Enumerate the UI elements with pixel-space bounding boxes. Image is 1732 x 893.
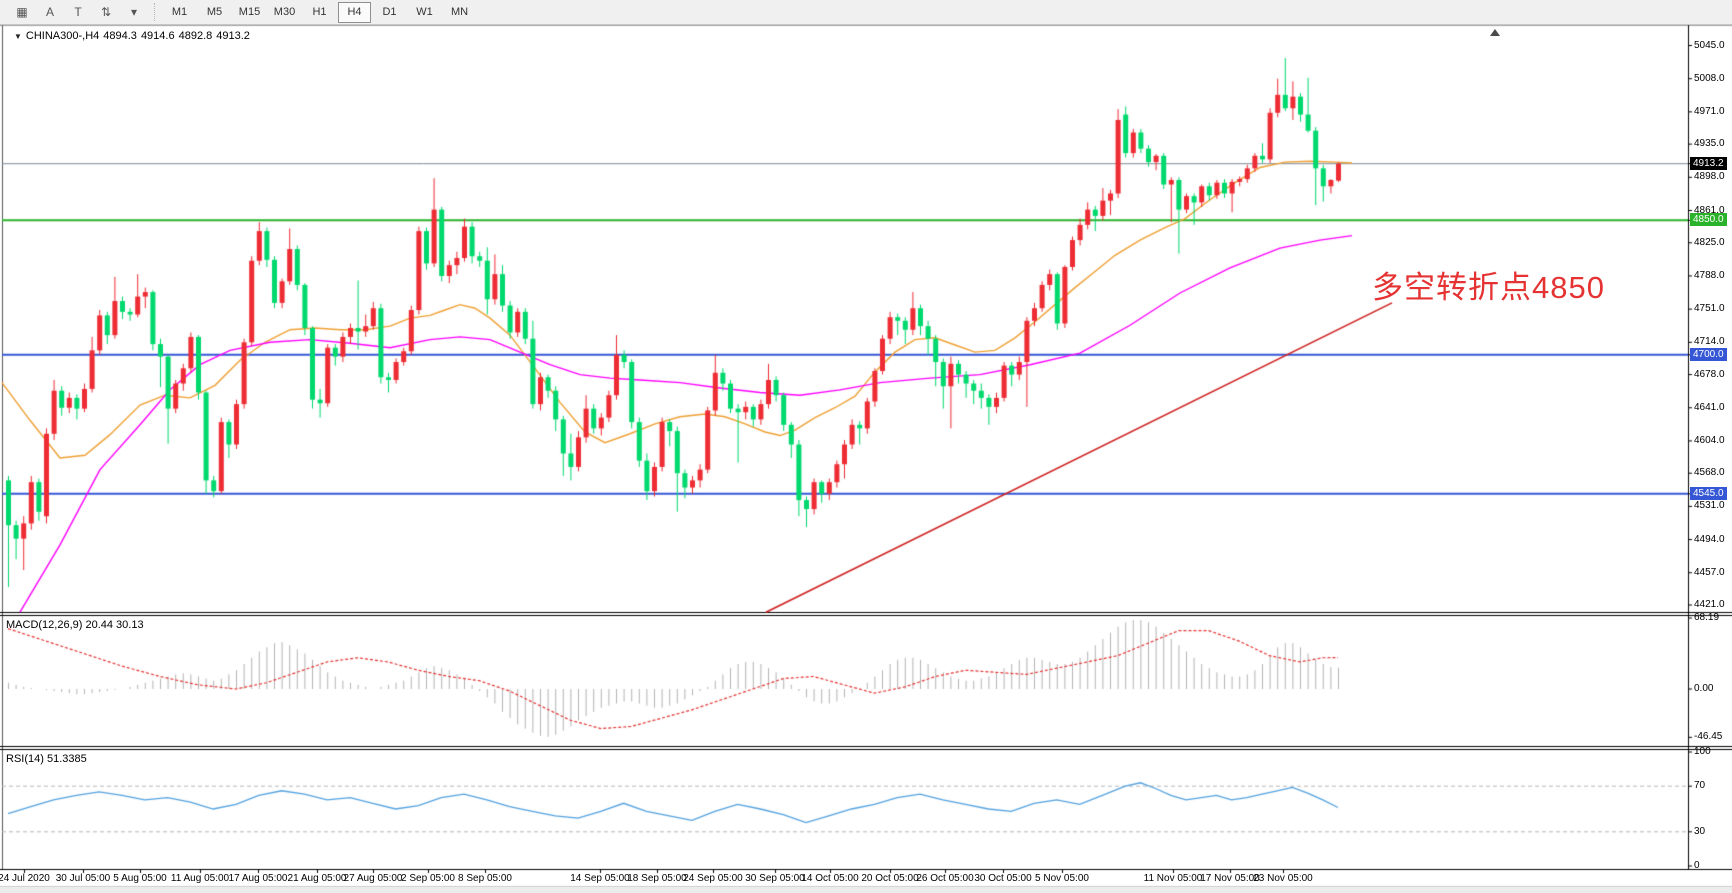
level-4545-box: 4545.0	[1690, 486, 1727, 500]
timeframe-button-m30[interactable]: M30	[273, 6, 296, 18]
date-axis-label: 11 Nov 05:00	[1143, 873, 1203, 884]
ohlc-high: 4914.6	[140, 30, 175, 42]
date-axis-label: 18 Sep 05:00	[627, 873, 687, 884]
dropdown-caret-icon[interactable]: ▾	[130, 5, 138, 19]
timeframe-button-h4[interactable]: H4	[338, 1, 371, 23]
date-axis-label: 23 Nov 05:00	[1253, 873, 1313, 884]
price-axis-tick: 4935.0	[1694, 138, 1725, 150]
chinese-annotation-text: 多空转折点4850	[1372, 270, 1605, 305]
date-axis-label: 30 Oct 05:00	[974, 873, 1032, 884]
price-axis-tick: 4641.0	[1694, 401, 1725, 413]
price-axis-tick: 4971.0	[1694, 105, 1725, 117]
date-axis-label: 14 Oct 05:00	[801, 873, 859, 884]
date-axis-label: 2 Sep 05:00	[401, 873, 455, 884]
ohlc-close: 4913.2	[216, 30, 250, 42]
toolbar-separator	[154, 3, 156, 21]
current-price-box: 4913.2	[1690, 156, 1727, 170]
price-axis-tick: 4568.0	[1694, 467, 1725, 479]
rsi-axis-tick: 30	[1694, 825, 1706, 837]
ohlc-low: 4892.8	[178, 30, 213, 42]
price-axis-tick: 4494.0	[1694, 533, 1725, 545]
text-box-t-icon[interactable]: T	[74, 5, 82, 19]
date-axis-label: 5 Nov 05:00	[1035, 873, 1089, 884]
price-axis-tick: 4678.0	[1694, 368, 1725, 380]
rsi-axis-tick: 70	[1694, 780, 1706, 792]
timeframe-button-d1[interactable]: D1	[382, 6, 397, 18]
price-axis-tick: 4604.0	[1694, 434, 1725, 446]
date-axis-label: 5 Aug 05:00	[113, 873, 167, 884]
timeframe-button-h1[interactable]: H1	[312, 6, 327, 18]
macd-indicator-label: MACD(12,26,9) 20.44 30.13	[6, 619, 144, 631]
chart-shift-grid-icon[interactable]: ▦	[16, 5, 28, 19]
level-4700-box: 4700.0	[1690, 347, 1727, 361]
bottom-strip	[0, 887, 1732, 893]
symbol-name: CHINA300-,H4	[25, 30, 100, 42]
price-axis-tick: 4751.0	[1694, 303, 1725, 315]
price-axis-tick: 4861.0	[1694, 204, 1725, 216]
ohlc-open: 4894.3	[103, 30, 137, 42]
level-4850-box: 4850.0	[1690, 213, 1727, 227]
chart-shift-marker-icon[interactable]	[1490, 29, 1500, 36]
timeframe-button-m15[interactable]: M15	[238, 6, 261, 18]
price-axis-tick: 4421.0	[1694, 599, 1725, 610]
rsi-axis-tick: 100	[1694, 746, 1711, 757]
symbol-ohlc-line: ▼ CHINA300-,H4 4894.3 4914.6 4892.8 4913.2	[14, 30, 254, 42]
date-axis-label: 26 Oct 05:00	[916, 873, 974, 884]
rsi-indicator-label: RSI(14) 51.3385	[6, 753, 87, 765]
timeframe-button-mn[interactable]: MN	[450, 6, 469, 18]
date-axis-label: 30 Sep 05:00	[745, 873, 805, 884]
rsi-axis-tick: 0	[1694, 860, 1700, 871]
date-axis-label: 17 Aug 05:00	[228, 873, 288, 884]
date-axis-label: 20 Oct 05:00	[861, 873, 919, 884]
date-axis-label: 27 Aug 05:00	[343, 873, 403, 884]
date-axis-label: 17 Nov 05:00	[1200, 873, 1260, 884]
date-axis-label: 11 Aug 05:00	[170, 873, 230, 884]
text-label-a-icon[interactable]: A	[45, 5, 54, 19]
timeframe-button-m5[interactable]: M5	[206, 6, 223, 18]
date-axis-label: 24 Jul 2020	[0, 873, 50, 884]
price-axis-tick: 4788.0	[1694, 269, 1725, 281]
macd-axis-tick: -46.45	[1694, 731, 1723, 743]
price-axis-tick: 4531.0	[1694, 500, 1725, 512]
macd-axis-tick: 0.00	[1694, 683, 1714, 694]
price-axis-tick: 4714.0	[1694, 336, 1725, 348]
price-axis-tick: 4457.0	[1694, 566, 1725, 578]
timeframe-button-w1[interactable]: W1	[416, 6, 433, 18]
macd-axis-tick: 68.19	[1694, 612, 1720, 623]
date-axis-label: 14 Sep 05:00	[570, 873, 630, 884]
date-axis-label: 24 Sep 05:00	[683, 873, 743, 884]
price-axis-tick: 4898.0	[1694, 171, 1725, 183]
price-axis-tick: 4825.0	[1694, 236, 1725, 248]
date-axis-label: 8 Sep 05:00	[458, 873, 512, 884]
date-axis-label: 21 Aug 05:00	[287, 873, 347, 884]
collapse-triangle-icon: ▼	[14, 32, 22, 41]
timeframe-button-m1[interactable]: M1	[171, 6, 188, 18]
price-axis-tick: 5045.0	[1694, 39, 1725, 51]
date-axis-label: 30 Jul 05:00	[55, 873, 111, 884]
toolbar: ▦ A T ⇅ ▾ M1 M5 M15 M30 H1 H4 D1 W1 MN	[0, 0, 1732, 25]
price-axis-tick: 5008.0	[1694, 72, 1725, 84]
crosshair-arrows-icon[interactable]: ⇅	[100, 5, 112, 19]
